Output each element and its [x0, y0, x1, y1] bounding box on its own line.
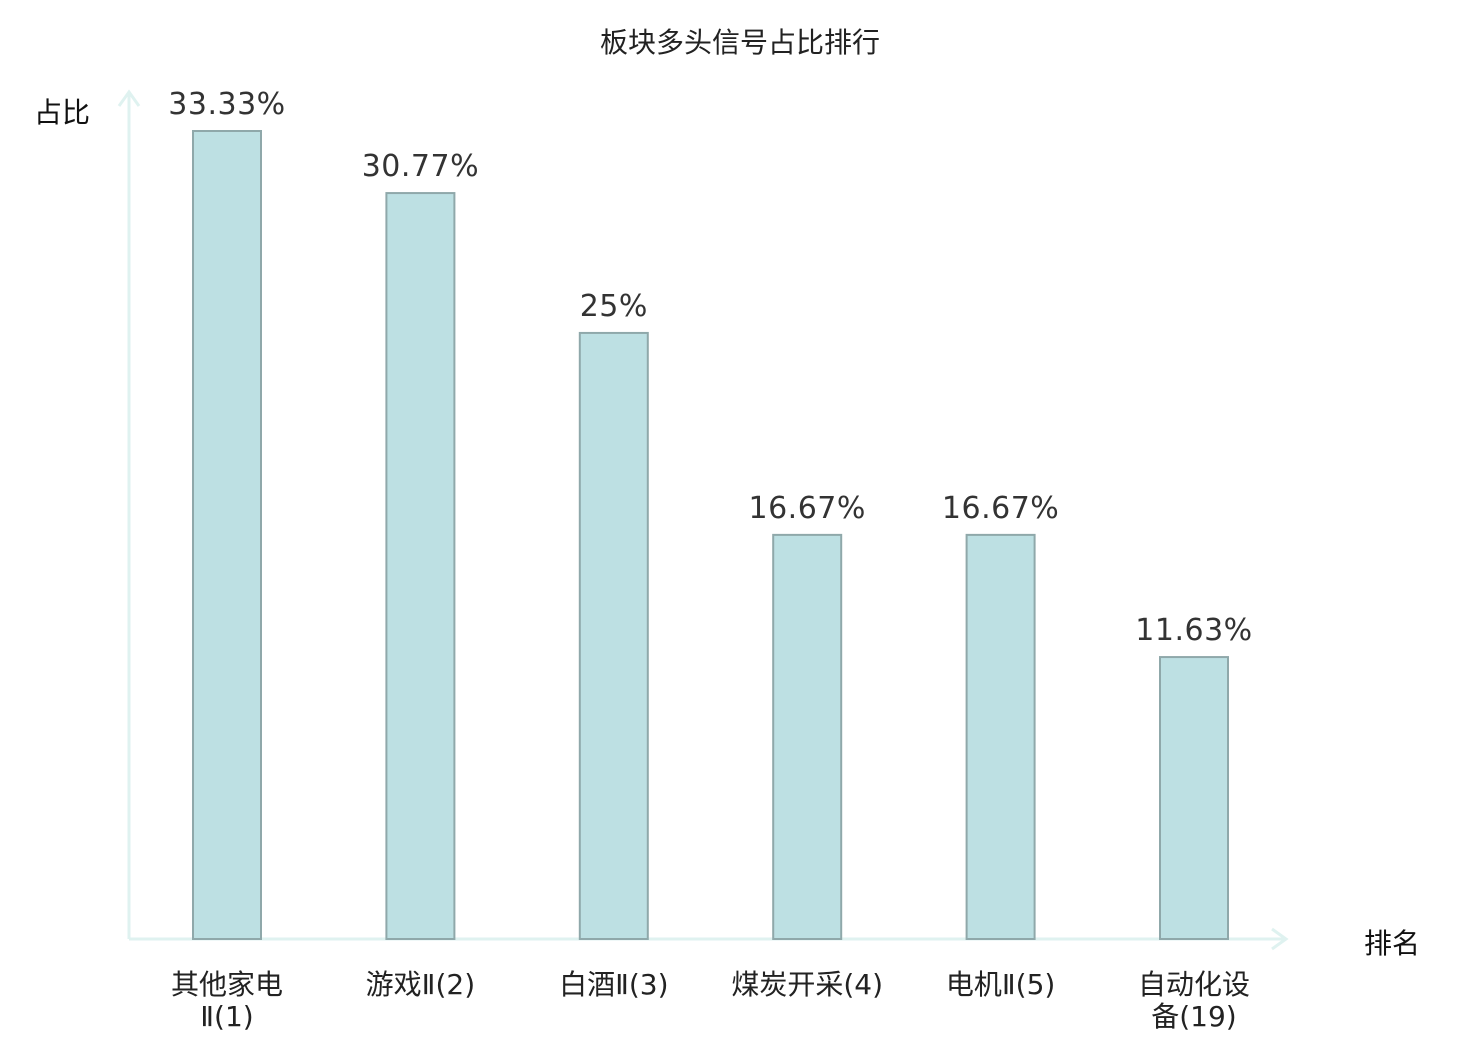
bar-value-label: 33.33% [168, 87, 285, 122]
bar [385, 192, 456, 940]
bar-value-label: 16.67% [749, 491, 866, 526]
axes [117, 89, 1289, 951]
bar-value-label: 25% [580, 289, 648, 324]
x-tick-label: Ⅱ(1) [200, 1000, 253, 1033]
bar-value-label: 30.77% [362, 149, 479, 184]
x-tick-label: 备(19) [1151, 1000, 1236, 1033]
x-tick-label: 白酒Ⅱ(3) [559, 968, 668, 1001]
bar-value-label: 11.63% [1135, 613, 1252, 648]
value-labels-group: 33.33% 30.77% 25% 16.67% 16.67% 11.63% [168, 87, 1252, 648]
x-tick-label: 电机Ⅱ(5) [946, 968, 1055, 1001]
bar [965, 533, 1036, 940]
bar [1159, 656, 1229, 940]
y-axis-label: 占比 [34, 96, 90, 129]
bar [772, 533, 843, 940]
x-tick-label: 煤炭开采(4) [731, 968, 883, 1001]
bars-group [192, 130, 1229, 940]
bar-value-label: 16.67% [942, 491, 1059, 526]
x-axis-arrow [1271, 927, 1289, 951]
x-tick-label: 自动化设 [1138, 968, 1250, 1001]
bar [192, 130, 262, 940]
bar [578, 331, 649, 940]
x-axis-label: 排名 [1364, 927, 1420, 960]
y-axis-arrow [117, 89, 141, 107]
chart-title: 板块多头信号占比排行 [600, 26, 880, 59]
x-tick-label: 其他家电 [171, 968, 283, 1001]
x-tick-label: 游戏Ⅱ(2) [366, 968, 475, 1001]
